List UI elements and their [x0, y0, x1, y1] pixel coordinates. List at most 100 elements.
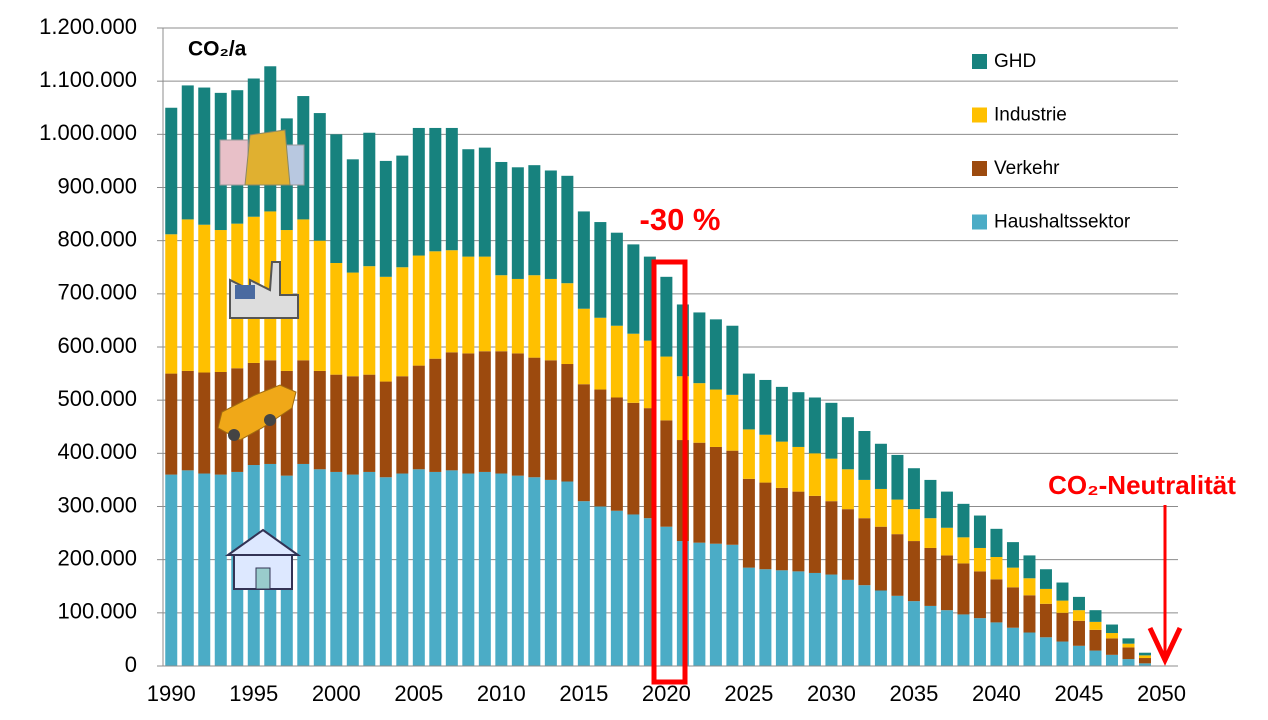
bar-segment	[957, 537, 970, 564]
bar-segment	[825, 402, 838, 459]
bar-segment	[1138, 663, 1151, 666]
bar-segment	[297, 219, 310, 361]
bar-segment	[330, 374, 343, 472]
bar-segment	[561, 283, 574, 365]
bar-segment	[462, 473, 475, 666]
bar-segment	[412, 255, 425, 366]
bar-segment	[660, 526, 673, 666]
bar-segment	[412, 127, 425, 256]
bar-segment	[1072, 610, 1085, 621]
x-tick-label: 2040	[972, 681, 1021, 706]
bar-segment	[198, 372, 211, 474]
bar-segment	[660, 276, 673, 357]
bar-segment	[726, 325, 739, 395]
y-tick-label: 500.000	[57, 386, 137, 411]
bar-segment	[544, 479, 557, 666]
bar-segment	[379, 477, 392, 666]
bar-segment	[627, 402, 640, 515]
bar-segment	[973, 515, 986, 548]
bar-segment	[693, 442, 706, 543]
bar-segment	[808, 397, 821, 454]
x-tick-label: 1990	[147, 681, 196, 706]
bar-segment	[1039, 603, 1052, 638]
bar-segment	[396, 155, 409, 268]
reduction-label: -30 %	[640, 202, 721, 237]
bar-segment	[181, 370, 194, 471]
bar-segment	[577, 308, 590, 385]
bar-segment	[792, 491, 805, 572]
bar-segment	[858, 518, 871, 586]
bar-segment	[478, 351, 491, 472]
y-tick-label: 1.200.000	[39, 14, 137, 39]
bar-segment	[742, 567, 755, 666]
y-tick-label: 900.000	[57, 173, 137, 198]
bar-segment	[445, 352, 458, 471]
x-tick-label: 2005	[394, 681, 443, 706]
bar-segment	[346, 159, 359, 273]
bar-segment	[907, 541, 920, 602]
bar-segment	[907, 468, 920, 510]
bar-segment	[940, 555, 953, 611]
bar-segment	[165, 373, 178, 475]
bar-segment	[1072, 620, 1085, 646]
icon-house	[224, 528, 302, 590]
bar-segment	[693, 542, 706, 666]
legend-label: Haushaltssektor	[994, 212, 1131, 233]
bar-segment	[495, 161, 508, 276]
bar-segment	[808, 495, 821, 573]
bar-segment	[429, 358, 442, 472]
bar-segment	[792, 392, 805, 447]
bar-segment	[346, 474, 359, 666]
bar-segment	[940, 610, 953, 666]
bar-segment	[825, 458, 838, 502]
bar-segment	[891, 534, 904, 596]
bar-segment	[1056, 612, 1069, 642]
bar-segment	[198, 87, 211, 225]
bar-segment	[561, 364, 574, 482]
bar-segment	[528, 275, 541, 358]
y-tick-label: 0	[125, 652, 137, 677]
bar-segment	[990, 557, 1003, 580]
bar-segment	[874, 443, 887, 489]
bar-segment	[693, 312, 706, 384]
bar-segment	[313, 370, 326, 470]
y-tick-label: 1.000.000	[39, 120, 137, 145]
bar-segment	[1089, 629, 1102, 651]
bar-segment	[874, 488, 887, 527]
x-tick-label: 2045	[1054, 681, 1103, 706]
bar-segment	[973, 547, 986, 572]
bar-segment	[511, 278, 524, 354]
bar-segment	[1023, 578, 1036, 596]
bar-segment	[825, 501, 838, 575]
bar-segment	[214, 474, 227, 666]
bar-segment	[891, 499, 904, 535]
bar-segment	[775, 441, 788, 488]
bar-segment	[181, 85, 194, 220]
bar-segment	[429, 471, 442, 666]
bar-segment	[1023, 632, 1036, 666]
bar-segment	[940, 491, 953, 528]
bar-segment	[577, 211, 590, 309]
bar-segment	[742, 478, 755, 568]
bar-segment	[1138, 655, 1151, 659]
bar-segment	[1039, 588, 1052, 604]
bar-segment	[709, 446, 722, 544]
x-tick-label: 1995	[229, 681, 278, 706]
bar-segment	[742, 373, 755, 430]
bar-segment	[1056, 641, 1069, 666]
unit-label: CO₂/a	[188, 38, 247, 61]
bar-segment	[313, 240, 326, 371]
bar-segment	[346, 376, 359, 475]
bar-segment	[808, 453, 821, 496]
bar-segment	[511, 167, 524, 279]
bar-segment	[511, 475, 524, 666]
bar-segment	[313, 469, 326, 666]
bar-segment	[445, 250, 458, 353]
bar-segment	[709, 319, 722, 390]
bar-segment	[792, 571, 805, 666]
legend-swatch	[972, 107, 987, 123]
bar-segment	[379, 160, 392, 277]
bar-segment	[544, 278, 557, 361]
bar-segment	[1039, 569, 1052, 589]
